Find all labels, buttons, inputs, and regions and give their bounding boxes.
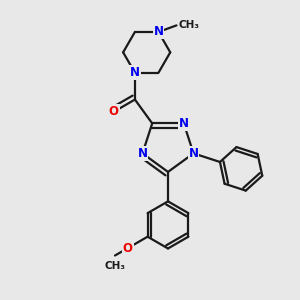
Text: CH₃: CH₃	[178, 20, 199, 30]
Text: N: N	[179, 117, 189, 130]
Text: N: N	[130, 66, 140, 79]
Text: N: N	[137, 147, 148, 160]
Text: N: N	[154, 26, 164, 38]
Text: CH₃: CH₃	[104, 261, 125, 272]
Text: O: O	[109, 105, 119, 118]
Text: O: O	[123, 242, 133, 255]
Text: N: N	[188, 147, 199, 160]
